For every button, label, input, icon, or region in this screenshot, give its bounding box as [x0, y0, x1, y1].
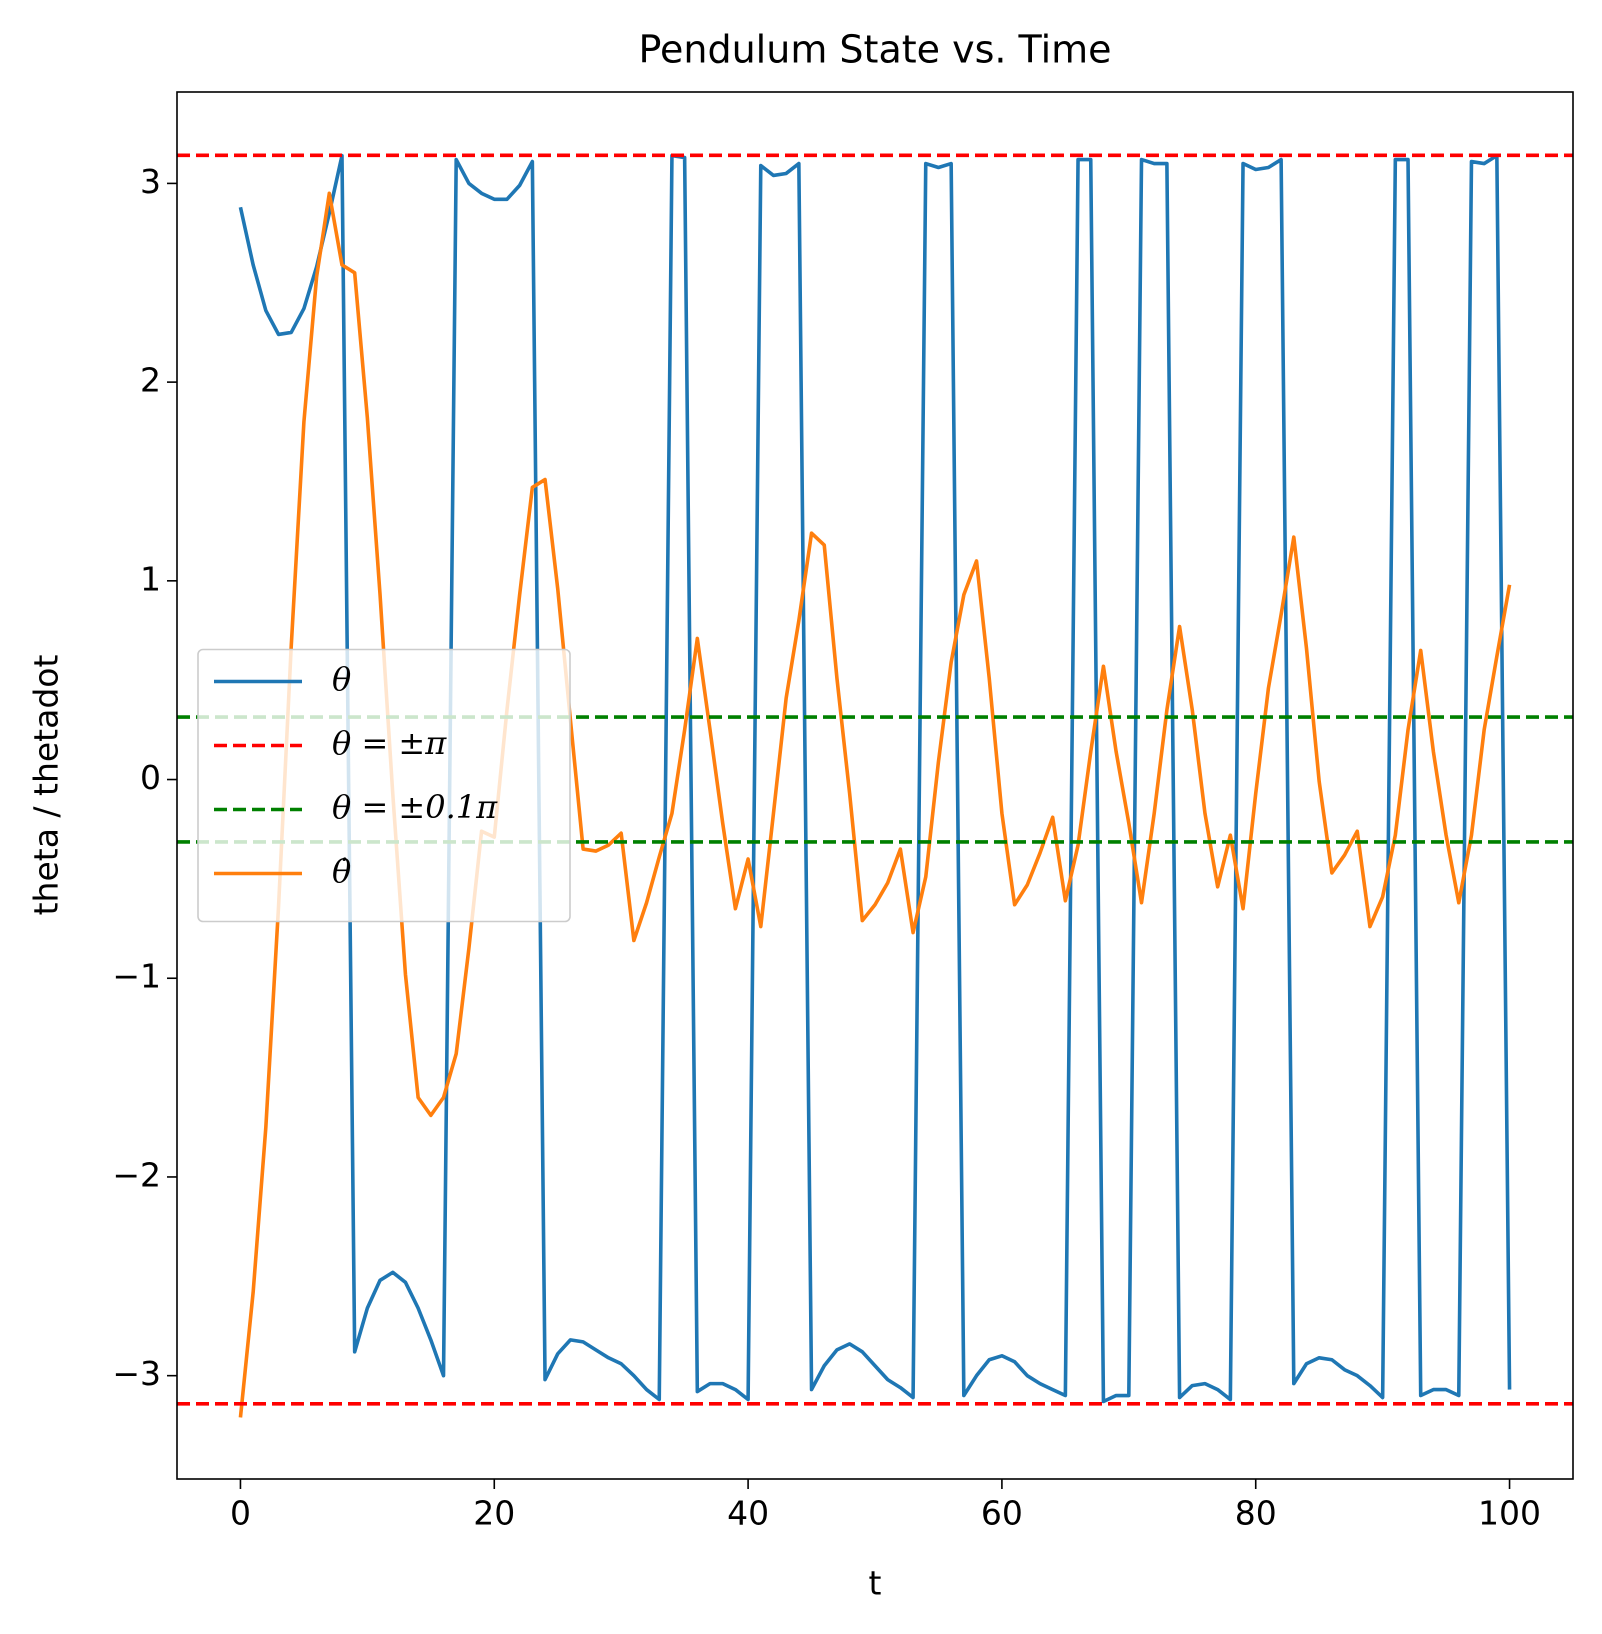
legend-label: θ̇ [332, 852, 351, 890]
x-tick-label: 60 [981, 1494, 1023, 1533]
chart-title: Pendulum State vs. Time [638, 28, 1111, 72]
series-line [238, 153, 1512, 1404]
legend-label: θ = ±0.1π [332, 788, 498, 826]
y-tick-label: −1 [112, 957, 161, 996]
y-tick-label: 2 [140, 361, 161, 400]
x-tick-label: 20 [473, 1494, 515, 1533]
x-axis-label: t [869, 1564, 882, 1603]
legend-box [197, 648, 571, 923]
x-tick-label: 80 [1235, 1494, 1277, 1533]
y-tick-label: 3 [140, 162, 161, 201]
legend-label: θ [332, 660, 351, 698]
y-tick-label: −3 [112, 1354, 161, 1393]
series-line [238, 191, 1512, 1418]
x-tick-label: 100 [1478, 1494, 1541, 1533]
y-tick-label: 0 [140, 758, 161, 797]
legend-label: θ = ±π [332, 724, 447, 762]
plot-frame [176, 91, 1574, 1480]
x-tick-label: 0 [230, 1494, 251, 1533]
y-tick-label: 1 [140, 559, 161, 598]
y-axis-label: theta / thetadot [27, 655, 66, 916]
x-tick-label: 40 [727, 1494, 769, 1533]
y-tick-label: −2 [112, 1155, 161, 1194]
